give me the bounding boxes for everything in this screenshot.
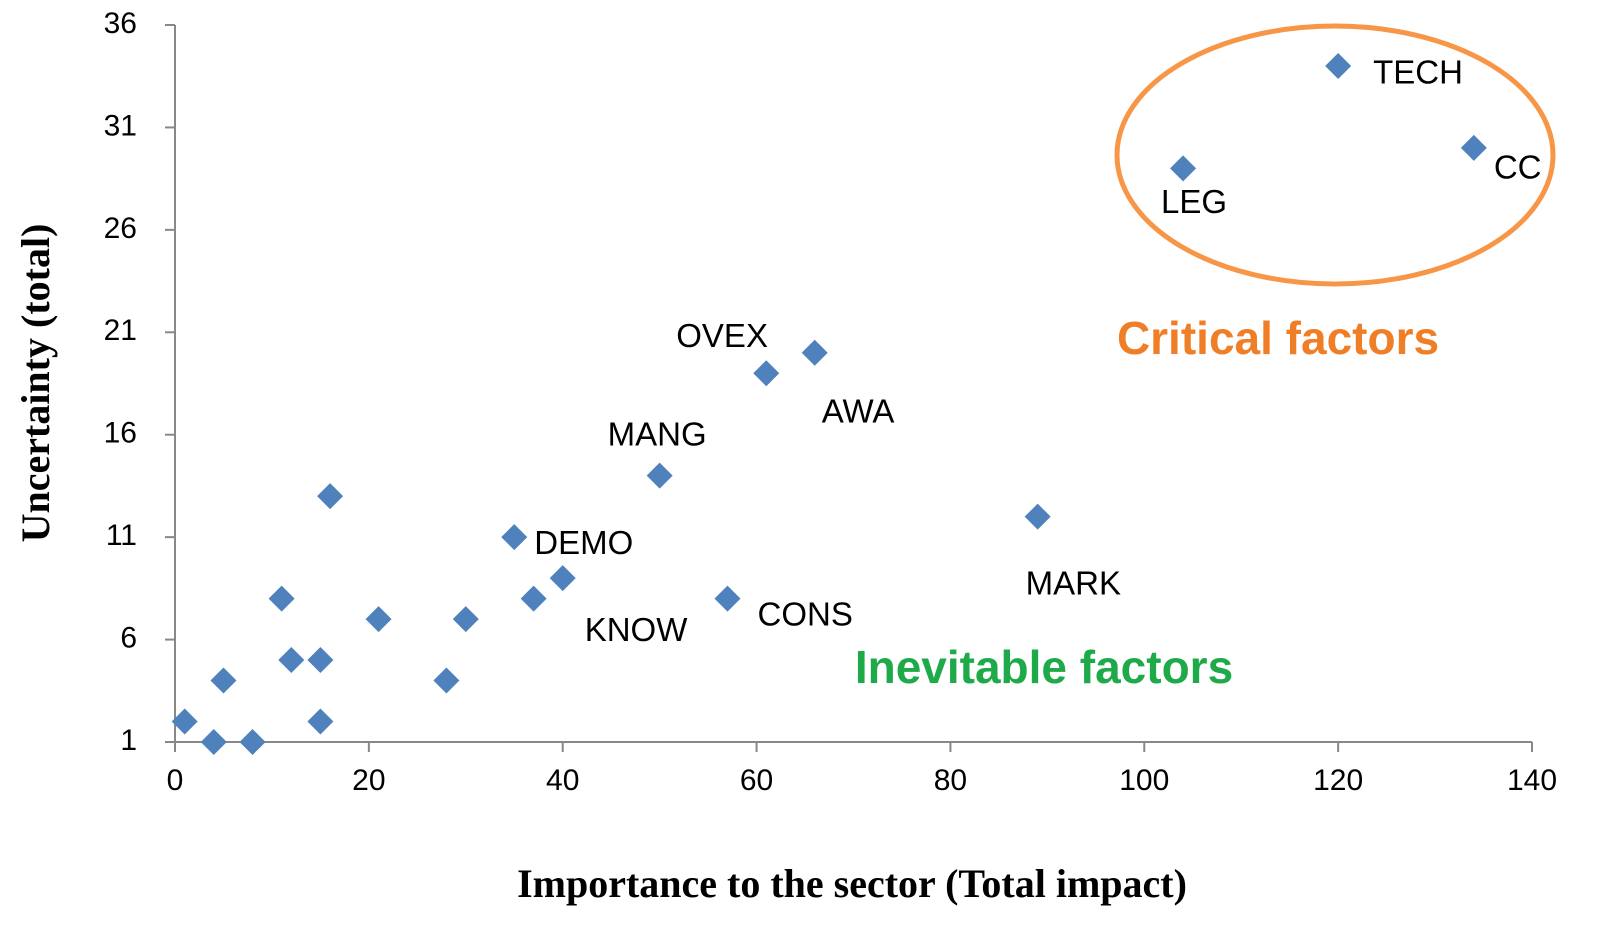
point-label: CC — [1494, 149, 1542, 186]
y-axis-title: Uncertainty (total) — [13, 224, 58, 543]
point — [317, 483, 344, 510]
annotation: Critical factors — [1117, 312, 1439, 364]
x-tick-label: 100 — [1119, 764, 1169, 797]
point — [520, 585, 547, 612]
y-tick-label: 26 — [104, 212, 137, 245]
point-label: DEMO — [534, 524, 633, 561]
x-tick-label: 20 — [352, 764, 385, 797]
point-label: TECH — [1373, 54, 1463, 91]
point — [753, 360, 780, 387]
point — [307, 708, 334, 735]
point — [501, 524, 528, 551]
y-tick-label: 1 — [120, 724, 137, 757]
point-label: OVEX — [676, 317, 768, 354]
x-tick-label: 80 — [934, 764, 967, 797]
point-label: CONS — [757, 595, 852, 632]
annotation: Inevitable factors — [855, 641, 1233, 693]
y-tick-label: 36 — [104, 7, 137, 40]
y-tick-label: 6 — [120, 621, 137, 654]
point — [452, 606, 479, 633]
x-tick-label: 140 — [1507, 764, 1557, 797]
point — [549, 565, 576, 592]
point — [278, 647, 305, 674]
point-label: MARK — [1026, 564, 1121, 601]
x-axis-title: Importance to the sector (Total impact) — [517, 861, 1187, 906]
point — [433, 667, 460, 694]
x-tick-label: 60 — [740, 764, 773, 797]
point — [200, 729, 227, 755]
y-tick-label: 31 — [104, 109, 137, 142]
point — [210, 667, 237, 694]
critical-ellipse — [1114, 23, 1556, 287]
point — [714, 585, 741, 612]
point-label: LEG — [1161, 183, 1227, 220]
point — [1325, 52, 1352, 79]
x-tick-label: 120 — [1313, 764, 1363, 797]
point-label: MANG — [608, 415, 707, 452]
point — [307, 647, 334, 674]
point — [171, 708, 198, 735]
y-tick-label: 21 — [104, 314, 137, 347]
point — [801, 339, 828, 366]
point — [646, 462, 673, 489]
point — [365, 606, 392, 633]
y-tick-label: 11 — [106, 519, 137, 552]
x-tick-label: 40 — [546, 764, 579, 797]
x-tick-label: 0 — [167, 764, 184, 797]
y-tick-label: 16 — [104, 417, 137, 450]
point — [239, 729, 266, 755]
point — [268, 585, 295, 612]
point — [1170, 155, 1197, 182]
point — [1460, 134, 1487, 161]
point-label: KNOW — [585, 611, 689, 648]
point-label: AWA — [822, 392, 895, 429]
point — [1024, 503, 1051, 530]
